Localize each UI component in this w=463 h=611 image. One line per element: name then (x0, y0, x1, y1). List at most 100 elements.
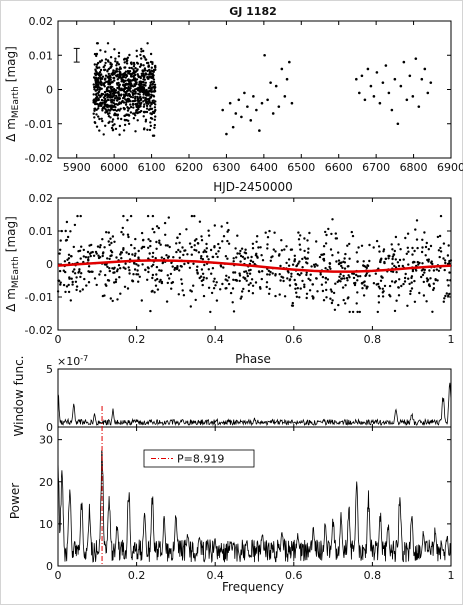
data-point (268, 229, 271, 233)
data-point (170, 287, 173, 290)
data-point (274, 84, 278, 88)
data-point (268, 273, 271, 276)
data-point (149, 121, 152, 124)
data-point (127, 266, 130, 269)
data-point (93, 85, 96, 89)
data-point (226, 239, 229, 243)
data-point (449, 279, 452, 282)
data-point (104, 273, 107, 277)
data-point (293, 278, 296, 282)
data-point (255, 108, 258, 112)
data-point (157, 226, 160, 230)
data-point (266, 243, 269, 246)
data-point (149, 52, 153, 56)
data-point (207, 258, 210, 261)
data-point (132, 89, 136, 93)
data-point (279, 264, 282, 268)
data-point (130, 243, 133, 247)
data-point (127, 252, 131, 256)
data-point (65, 220, 69, 224)
data-point (283, 95, 287, 98)
data-point (347, 274, 350, 277)
data-point (325, 233, 328, 237)
x-tick-label: 6200 (175, 161, 203, 174)
data-point (116, 96, 119, 99)
data-point (145, 61, 149, 65)
data-point (427, 258, 430, 261)
data-point (109, 56, 113, 59)
power-curve (57, 450, 452, 564)
data-point (443, 297, 446, 300)
data-point (113, 94, 116, 97)
data-point (94, 250, 98, 254)
data-point (70, 277, 73, 280)
data-point (124, 103, 128, 106)
data-point (414, 57, 418, 60)
data-point (447, 284, 450, 287)
data-point (142, 72, 145, 75)
data-point (56, 290, 60, 293)
data-point (102, 106, 105, 109)
data-point (116, 298, 119, 301)
data-point (249, 282, 252, 285)
data-point (137, 108, 140, 111)
data-point (215, 299, 219, 302)
data-point (322, 245, 326, 248)
data-point (391, 257, 394, 261)
data-point (142, 115, 145, 118)
x-tick-label: 0.6 (285, 569, 303, 582)
data-point (407, 277, 410, 280)
data-point (111, 71, 115, 74)
y-tick-label: -0.01 (25, 118, 53, 131)
data-point (212, 280, 215, 283)
data-point (313, 265, 316, 268)
data-point (149, 60, 153, 64)
data-point (125, 101, 128, 104)
y-tick-label: 0 (46, 421, 53, 434)
data-point (239, 297, 242, 300)
data-point (128, 83, 131, 86)
data-point (150, 66, 153, 69)
data-point (126, 109, 130, 112)
data-point (149, 116, 153, 120)
data-point (145, 98, 148, 101)
data-point (175, 242, 178, 245)
data-point (327, 227, 330, 231)
data-point (209, 310, 212, 314)
data-point (181, 246, 184, 249)
data-point (447, 294, 450, 297)
data-point (245, 279, 248, 282)
data-point (298, 243, 301, 246)
data-point (70, 255, 73, 258)
data-point (192, 262, 195, 265)
data-point (300, 272, 303, 275)
data-point (405, 252, 408, 255)
data-point (226, 279, 229, 282)
data-point (190, 253, 193, 256)
data-point (381, 295, 385, 298)
data-point (307, 277, 310, 280)
data-point (127, 235, 130, 239)
data-point (221, 240, 224, 243)
data-point (115, 270, 119, 273)
data-point (75, 288, 78, 292)
data-point (351, 310, 355, 314)
data-point (404, 272, 407, 276)
data-point (134, 67, 137, 70)
data-point (138, 93, 141, 96)
data-point (100, 59, 104, 62)
data-point (247, 289, 251, 293)
data-point (299, 248, 302, 251)
data-point (205, 250, 208, 254)
data-point (101, 75, 105, 78)
data-point (110, 63, 114, 66)
data-point (225, 274, 228, 277)
data-point (210, 291, 214, 295)
data-point (135, 263, 138, 266)
data-point (330, 290, 333, 293)
data-point (405, 98, 409, 102)
data-point (112, 76, 115, 80)
data-point (149, 124, 152, 128)
data-point (359, 275, 362, 278)
data-point (372, 282, 376, 285)
